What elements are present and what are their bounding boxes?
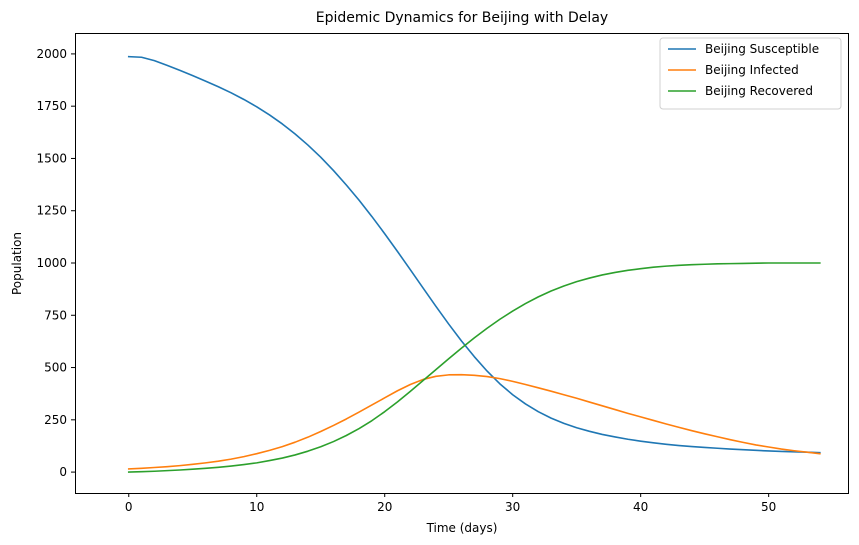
legend-entry: Beijing Infected <box>705 63 799 77</box>
legend-box <box>659 37 842 110</box>
y-tick-label: 1000 <box>36 256 67 270</box>
y-axis-label: Population <box>10 232 24 295</box>
x-tick-label: 20 <box>377 500 392 514</box>
plot-frame <box>75 33 849 494</box>
y-tick-label: 750 <box>44 308 67 322</box>
y-tick-label: 0 <box>59 465 67 479</box>
series-line-1 <box>127 373 821 470</box>
plot-area <box>127 55 821 473</box>
y-tick-label: 1500 <box>36 151 67 165</box>
x-axis: 0 10 20 30 40 50 <box>125 493 776 514</box>
x-tick-label: 0 <box>125 500 133 514</box>
x-tick-label: 10 <box>249 500 264 514</box>
y-tick-label: 500 <box>44 361 67 375</box>
y-tick-label: 250 <box>44 413 67 427</box>
y-tick-label: 1750 <box>36 99 67 113</box>
x-axis-label: Time (days) <box>426 521 498 535</box>
legend: Beijing Susceptible Beijing Infected Beiji… <box>659 37 842 110</box>
series-line-0 <box>127 55 821 454</box>
y-axis: 0 250 500 750 1000 1250 1500 1750 2000 <box>36 47 75 479</box>
legend-entry: Beijing Recovered <box>705 84 813 98</box>
series-line-2 <box>127 262 821 473</box>
y-tick-label: 2000 <box>36 47 67 61</box>
legend-entry: Beijing Susceptible <box>705 42 819 56</box>
x-tick-label: 40 <box>633 500 648 514</box>
x-tick-label: 30 <box>505 500 520 514</box>
chart-title: Epidemic Dynamics for Beijing with Delay <box>316 10 608 26</box>
x-tick-label: 50 <box>761 500 776 514</box>
y-tick-label: 1250 <box>36 204 67 218</box>
